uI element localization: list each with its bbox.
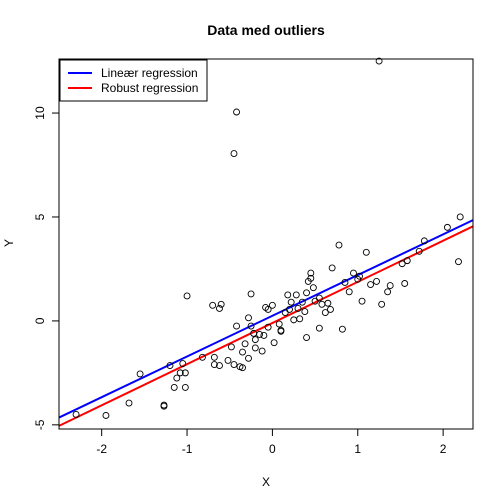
x-tick-label: 0 <box>269 442 276 456</box>
x-tick-label: -1 <box>182 442 193 456</box>
y-tick-label: 5 <box>33 213 47 220</box>
y-tick-label: -5 <box>33 419 47 430</box>
y-axis-label: Y <box>2 239 16 247</box>
x-tick-label: 1 <box>354 442 361 456</box>
legend-label: Lineær regression <box>101 66 198 80</box>
legend-label: Robust regression <box>101 81 198 95</box>
x-axis-label: X <box>262 475 270 489</box>
y-tick-label: 0 <box>33 317 47 324</box>
chart-title: Data med outliers <box>207 22 325 38</box>
y-tick-label: 10 <box>33 106 47 120</box>
x-tick-label: 2 <box>440 442 447 456</box>
x-tick-label: -2 <box>96 442 107 456</box>
